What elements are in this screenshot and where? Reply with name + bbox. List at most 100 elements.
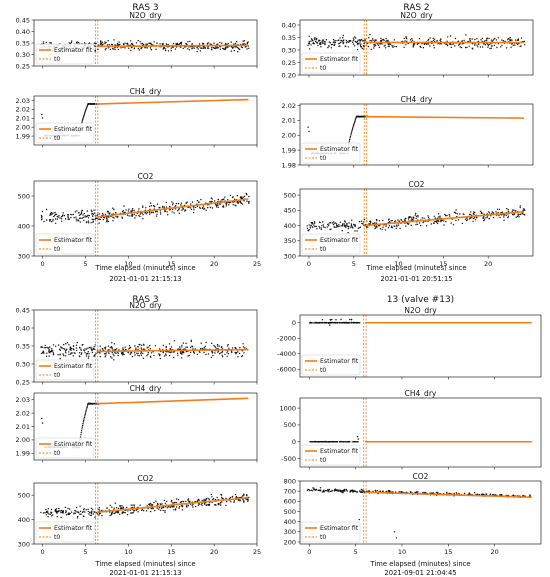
data-point (472, 48, 474, 50)
data-point (165, 206, 168, 208)
data-point (452, 43, 454, 45)
data-point (306, 225, 308, 227)
data-point (65, 343, 67, 345)
data-point (149, 510, 152, 513)
data-point (127, 210, 130, 212)
data-point (236, 194, 239, 197)
data-point (415, 217, 417, 219)
data-point (376, 226, 378, 228)
data-point (339, 221, 341, 223)
data-point (116, 42, 119, 45)
data-point (140, 354, 143, 356)
subplot-title: CO2 (138, 474, 154, 483)
data-point (450, 222, 452, 224)
data-point (374, 39, 376, 41)
data-point (113, 507, 115, 509)
data-point (159, 503, 161, 505)
data-point (328, 441, 330, 443)
data-point (477, 46, 479, 48)
data-point (115, 511, 117, 513)
x-tick-label: 15 (444, 548, 452, 556)
data-point (491, 45, 493, 47)
data-point (78, 214, 81, 216)
data-point (428, 43, 430, 45)
estimator-fit-line (96, 198, 249, 218)
data-point (67, 513, 69, 516)
x-tick-label: 10 (394, 260, 402, 268)
data-point (224, 196, 226, 198)
data-point (144, 212, 147, 214)
data-point (385, 225, 387, 227)
data-point (409, 39, 412, 41)
x-tick-label: 25 (253, 260, 261, 268)
data-point (155, 500, 157, 502)
data-point (126, 506, 128, 509)
y-tick-label: 0.25 (282, 59, 296, 67)
data-point (503, 216, 505, 218)
data-point (107, 212, 109, 214)
data-point (172, 351, 174, 353)
data-point (82, 117, 84, 120)
data-point (179, 351, 182, 353)
data-point (444, 215, 447, 217)
data-point (135, 509, 137, 512)
data-point (368, 37, 370, 39)
chart-title: 13 (valve #13) (387, 295, 454, 305)
data-point (181, 509, 183, 511)
data-point (218, 353, 221, 355)
data-point (133, 209, 135, 212)
data-point (353, 490, 355, 492)
data-point (59, 217, 61, 219)
x-tick-label: 20 (210, 548, 218, 556)
data-point (78, 347, 81, 349)
data-point (306, 227, 309, 230)
x-tick-label: 0 (307, 260, 311, 268)
data-point (71, 214, 73, 216)
data-point (500, 46, 502, 48)
data-point (213, 504, 216, 506)
data-point (215, 46, 217, 48)
data-point (481, 37, 484, 40)
data-point (310, 322, 313, 324)
data-point (175, 205, 177, 207)
data-point (148, 211, 150, 213)
data-point (415, 215, 418, 217)
data-point (198, 43, 201, 45)
chart-title: RAS 3 (132, 295, 158, 305)
data-point (458, 493, 460, 495)
data-point (354, 225, 356, 228)
data-point (391, 219, 393, 222)
data-point (184, 209, 186, 211)
data-point (87, 103, 89, 105)
data-point (88, 346, 91, 349)
data-point (173, 351, 176, 353)
data-point (110, 512, 113, 515)
y-tick-label: 0.25 (16, 62, 30, 70)
axes-frame (299, 19, 534, 76)
data-point (158, 506, 161, 509)
x-tick-label: 5 (354, 548, 358, 556)
data-point (164, 502, 167, 504)
data-point (137, 39, 139, 42)
data-point (199, 207, 201, 209)
data-point (354, 40, 357, 43)
data-point (501, 39, 503, 41)
data-point (150, 508, 153, 510)
data-point (353, 45, 356, 47)
data-point (157, 503, 159, 506)
data-point (85, 408, 88, 410)
legend-label: t0 (320, 155, 326, 162)
data-point (415, 212, 417, 215)
data-point (84, 415, 86, 417)
data-point (221, 206, 224, 208)
data-point (243, 500, 245, 502)
data-point (152, 204, 155, 207)
data-point (79, 352, 81, 354)
data-point (101, 514, 103, 517)
data-point (487, 44, 490, 47)
data-point (156, 203, 159, 205)
data-point (417, 491, 419, 493)
y-tick-label: 400 (284, 222, 296, 230)
data-point (330, 47, 332, 49)
